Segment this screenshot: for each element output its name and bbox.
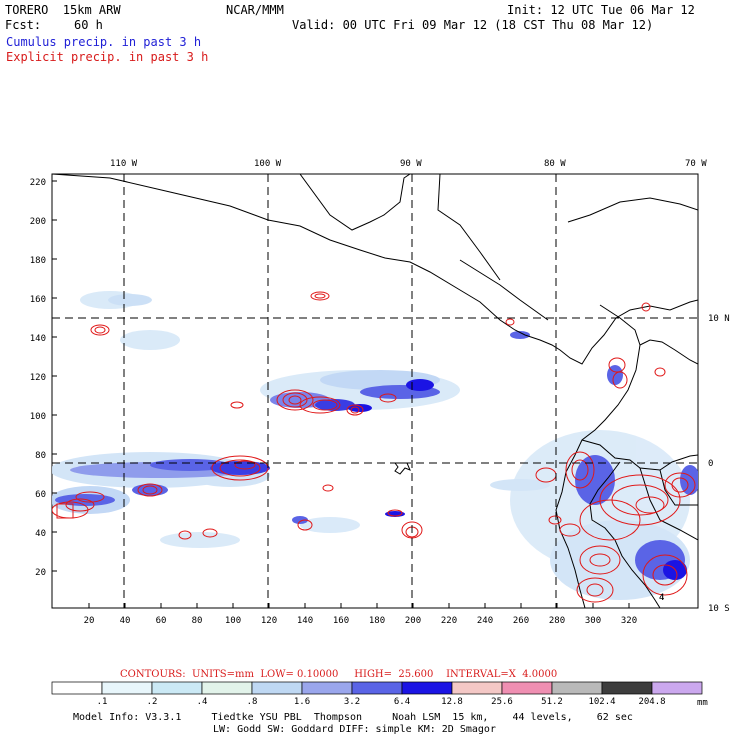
color-bar-swatch: [301, 681, 353, 695]
y-tick-label: 180: [30, 256, 46, 266]
x-tick-label: 140: [297, 616, 313, 626]
color-bar-swatch: [601, 681, 653, 695]
y-tick-labels: 220 200 180 160 140 120 100 80 60 40 20: [30, 178, 46, 578]
x-tick-label: 120: [261, 616, 277, 626]
color-bar-label: 204.8: [638, 697, 665, 707]
y-tick-label: 40: [35, 529, 46, 539]
y-tick-label: 220: [30, 178, 46, 188]
model-title: TORERO 15km ARW: [5, 3, 121, 17]
y-tick-label: 160: [30, 295, 46, 305]
forecast-label: Fcst:: [5, 18, 42, 32]
x-tick-label: 20: [84, 616, 95, 626]
color-bar-swatch: [551, 681, 603, 695]
color-bar: [51, 681, 703, 695]
color-bar-label: 3.2: [344, 697, 360, 707]
contours-info: CONTOURS: UNITS=mm LOW= 0.10000 HIGH= 25…: [120, 669, 557, 680]
init-label: Init: 12 UTC Tue 06 Mar 12: [507, 3, 695, 17]
color-bar-swatch: [51, 681, 103, 695]
legend-cumulus: Cumulus precip. in past 3 h: [6, 35, 202, 49]
color-bar-swatch: [501, 681, 553, 695]
color-bar-label: 25.6: [491, 697, 513, 707]
color-bar-label: .8: [247, 697, 258, 707]
legend-explicit: Explicit precip. in past 3 h: [6, 50, 209, 64]
x-tick-label: 320: [621, 616, 637, 626]
color-bar-swatch: [651, 681, 703, 695]
x-tick-label: 60: [156, 616, 167, 626]
color-bar-label: 12.8: [441, 697, 463, 707]
center-label: NCAR/MMM: [226, 3, 284, 17]
color-bar-labels: .1 .2 .4 .8 1.6 3.2 6.4 12.8 25.6 51.2 102.4 204.8: [97, 697, 666, 707]
contour-label: 4: [659, 593, 664, 603]
lat-label: 0: [708, 459, 713, 469]
lon-label: 80 W: [544, 159, 566, 169]
x-tick-labels: 20 40 60 80 100 120 140 160 180 200 220 …: [84, 616, 638, 626]
color-bar-swatch: [201, 681, 253, 695]
color-bar-swatch: [401, 681, 453, 695]
color-bar-label: 51.2: [541, 697, 563, 707]
lon-label: 110 W: [110, 159, 138, 169]
x-tick-label: 180: [369, 616, 385, 626]
y-tick-label: 80: [35, 451, 46, 461]
x-tick-label: 80: [192, 616, 203, 626]
color-bar-swatch: [351, 681, 403, 695]
latlon-grid: [52, 174, 698, 608]
color-bar-swatch: [251, 681, 303, 695]
x-tick-label: 260: [513, 616, 529, 626]
color-bar-label: .4: [197, 697, 208, 707]
lon-label: 90 W: [400, 159, 422, 169]
lat-label: 10 S: [708, 604, 730, 614]
x-axis: [88, 603, 630, 608]
x-tick-label: 40: [120, 616, 131, 626]
lat-labels: 10 N 0 10 S: [708, 314, 730, 614]
x-tick-label: 280: [549, 616, 565, 626]
x-tick-label: 240: [477, 616, 493, 626]
x-tick-label: 200: [405, 616, 421, 626]
coastlines: [52, 174, 698, 608]
y-tick-label: 20: [35, 568, 46, 578]
x-tick-label: 100: [225, 616, 241, 626]
x-tick-label: 160: [333, 616, 349, 626]
valid-time: Valid: 00 UTC Fri 09 Mar 12 (18 CST Thu …: [292, 18, 654, 32]
y-axis: [52, 180, 57, 572]
color-bar-swatch: [151, 681, 203, 695]
y-tick-label: 100: [30, 412, 46, 422]
color-bar-label: .2: [147, 697, 158, 707]
color-bar-label: 6.4: [394, 697, 410, 707]
color-bar-label: 1.6: [294, 697, 310, 707]
color-bar-label: .1: [97, 697, 108, 707]
y-tick-label: 120: [30, 373, 46, 383]
cumulus-precip-core: [55, 331, 698, 580]
model-info: Model Info: V3.3.1 Tiedtke YSU PBL Thomp…: [73, 712, 633, 723]
color-bar-unit: mm: [697, 698, 708, 708]
y-tick-label: 200: [30, 217, 46, 227]
x-tick-label: 220: [441, 616, 457, 626]
contour-label: 4: [659, 593, 664, 603]
forecast-hours: 60 h: [74, 18, 103, 32]
color-bar-swatch: [101, 681, 153, 695]
x-tick-label: 300: [585, 616, 601, 626]
lat-label: 10 N: [708, 314, 730, 324]
y-tick-label: 60: [35, 490, 46, 500]
physics-info: LW: Godd SW: Goddard DIFF: simple KM: 2D…: [213, 724, 496, 735]
color-bar-swatch: [451, 681, 503, 695]
lon-label: 70 W: [685, 159, 707, 169]
color-bar-label: 102.4: [588, 697, 615, 707]
explicit-precip-contours: [52, 291, 696, 603]
lon-labels: 110 W 100 W 90 W 80 W 70 W: [110, 159, 707, 169]
lon-label: 100 W: [254, 159, 282, 169]
y-tick-label: 140: [30, 334, 46, 344]
